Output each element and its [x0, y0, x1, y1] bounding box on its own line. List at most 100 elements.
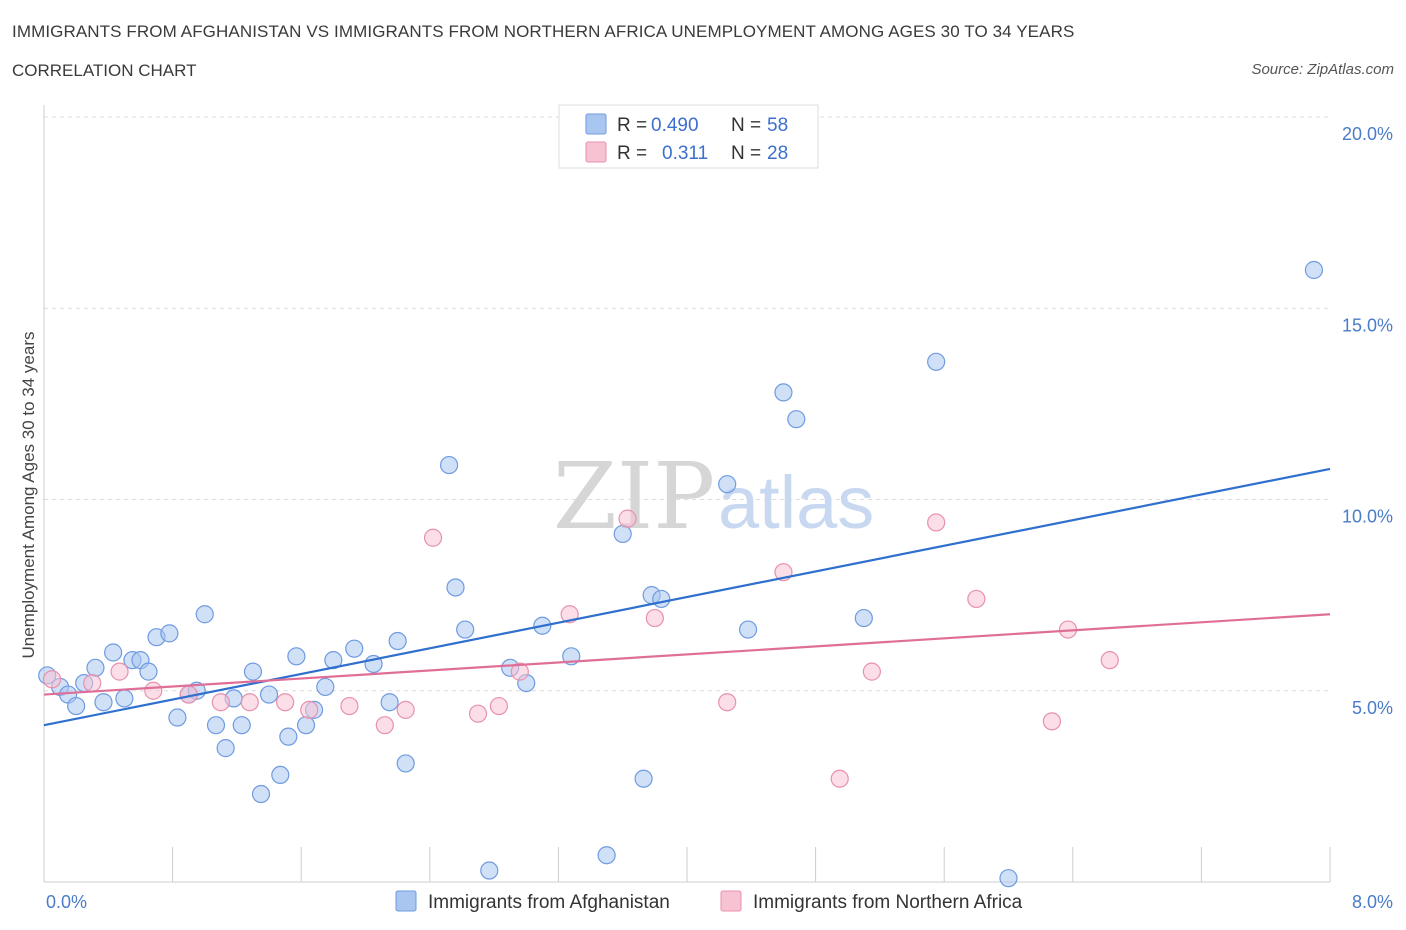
series-legend: Immigrants from Afghanistan Immigrants f… [395, 890, 1023, 913]
y-tick-label: 5.0% [1352, 698, 1393, 718]
data-point [144, 681, 163, 700]
data-point [271, 765, 290, 785]
y-tick-labels: 5.0% 10.0% 15.0% 20.0% [1342, 124, 1393, 718]
data-point [446, 578, 465, 597]
watermark-zip: ZIP [553, 443, 715, 550]
data-point [388, 631, 407, 651]
data-point [480, 861, 499, 880]
x-tick-label: 0.0% [46, 892, 87, 912]
data-point [396, 754, 415, 773]
legend-r-label-1: R = [617, 115, 647, 136]
data-point [613, 524, 632, 544]
legend-swatch-northern-africa [585, 141, 607, 163]
data-point [324, 651, 343, 670]
chart-title: IMMIGRANTS FROM AFGHANISTAN VS IMMIGRANT… [12, 22, 1075, 41]
legend-n-value-2: 28 [767, 143, 788, 164]
legend-r-label-2: R = [617, 143, 647, 164]
data-point [718, 693, 737, 712]
data-point [259, 685, 279, 704]
bottom-legend-label-afghanistan: Immigrants from Afghanistan [428, 892, 670, 913]
data-point [216, 739, 235, 758]
data-point [456, 620, 475, 639]
trend-line-1 [43, 467, 1331, 727]
watermark: ZIP atlas [553, 443, 874, 550]
data-point [854, 608, 873, 628]
data-point [287, 647, 306, 666]
data-point [139, 662, 158, 681]
data-point [738, 620, 758, 639]
data-point [645, 608, 664, 628]
trend-lines [43, 467, 1331, 727]
data-point [927, 352, 946, 371]
data-point [652, 589, 671, 609]
y-axis-label: Unemployment Among Ages 30 to 34 years [19, 332, 38, 659]
data-point [380, 693, 399, 712]
legend-n-label-2: N = [731, 143, 761, 164]
data-point [232, 716, 251, 735]
data-point [316, 677, 335, 697]
data-point [83, 673, 102, 693]
series-points-1 [38, 260, 1324, 888]
data-point [489, 696, 509, 716]
trend-line-2 [43, 613, 1331, 696]
data-point [862, 662, 881, 681]
data-point [160, 624, 179, 643]
chart-subtitle: CORRELATION CHART [12, 61, 197, 80]
data-point [927, 513, 946, 532]
data-point [967, 589, 986, 609]
data-point [296, 716, 316, 735]
data-point [195, 605, 214, 624]
data-point [999, 869, 1018, 888]
data-point [1304, 260, 1324, 280]
data-point [634, 769, 653, 788]
y-tick-label: 10.0% [1342, 507, 1393, 527]
legend-r-value-1: 0.490 [651, 115, 699, 136]
data-point [211, 693, 230, 712]
y-tick-label: 20.0% [1342, 124, 1393, 144]
data-point [597, 846, 616, 865]
data-point [279, 727, 298, 746]
data-point [115, 689, 134, 708]
data-point [104, 643, 123, 662]
data-point [168, 708, 187, 727]
source-credit: Source: ZipAtlas.com [1251, 61, 1394, 78]
data-point [94, 693, 113, 712]
data-point [300, 700, 319, 719]
data-point [340, 696, 359, 716]
data-point [110, 662, 129, 681]
data-point [774, 383, 793, 402]
data-point [396, 700, 415, 719]
x-tick-label: 8.0% [1352, 892, 1393, 912]
gridlines [44, 116, 1330, 692]
legend-r-value-2: 0.311 [662, 143, 708, 164]
data-point [243, 662, 263, 681]
data-point [830, 769, 849, 788]
data-point [86, 658, 105, 677]
bottom-legend-swatch-afghanistan [395, 890, 417, 912]
series-points-2 [42, 509, 1119, 788]
legend-n-value-1: 58 [767, 115, 788, 136]
correlation-legend: R = 0.490 N = 58 R = 0.311 N = 28 [558, 104, 819, 169]
legend-swatch-afghanistan [585, 113, 607, 135]
data-point [240, 693, 259, 712]
data-point [42, 670, 62, 689]
data-point [375, 716, 394, 735]
data-point [423, 528, 443, 547]
data-point [345, 639, 364, 658]
data-point [618, 509, 637, 528]
data-point [787, 410, 806, 429]
data-point [276, 693, 295, 712]
data-point [718, 475, 737, 494]
data-point [206, 716, 226, 735]
data-point [1042, 712, 1062, 731]
data-point [510, 662, 529, 681]
legend-n-label-1: N = [731, 115, 761, 136]
data-point [439, 455, 459, 475]
watermark-atlas: atlas [718, 461, 874, 544]
axes [43, 105, 1331, 883]
bottom-legend-swatch-northern-africa [720, 890, 742, 912]
x-tick-labels: 0.0% 8.0% [46, 892, 1393, 912]
data-points [38, 260, 1324, 888]
data-point [67, 696, 86, 716]
